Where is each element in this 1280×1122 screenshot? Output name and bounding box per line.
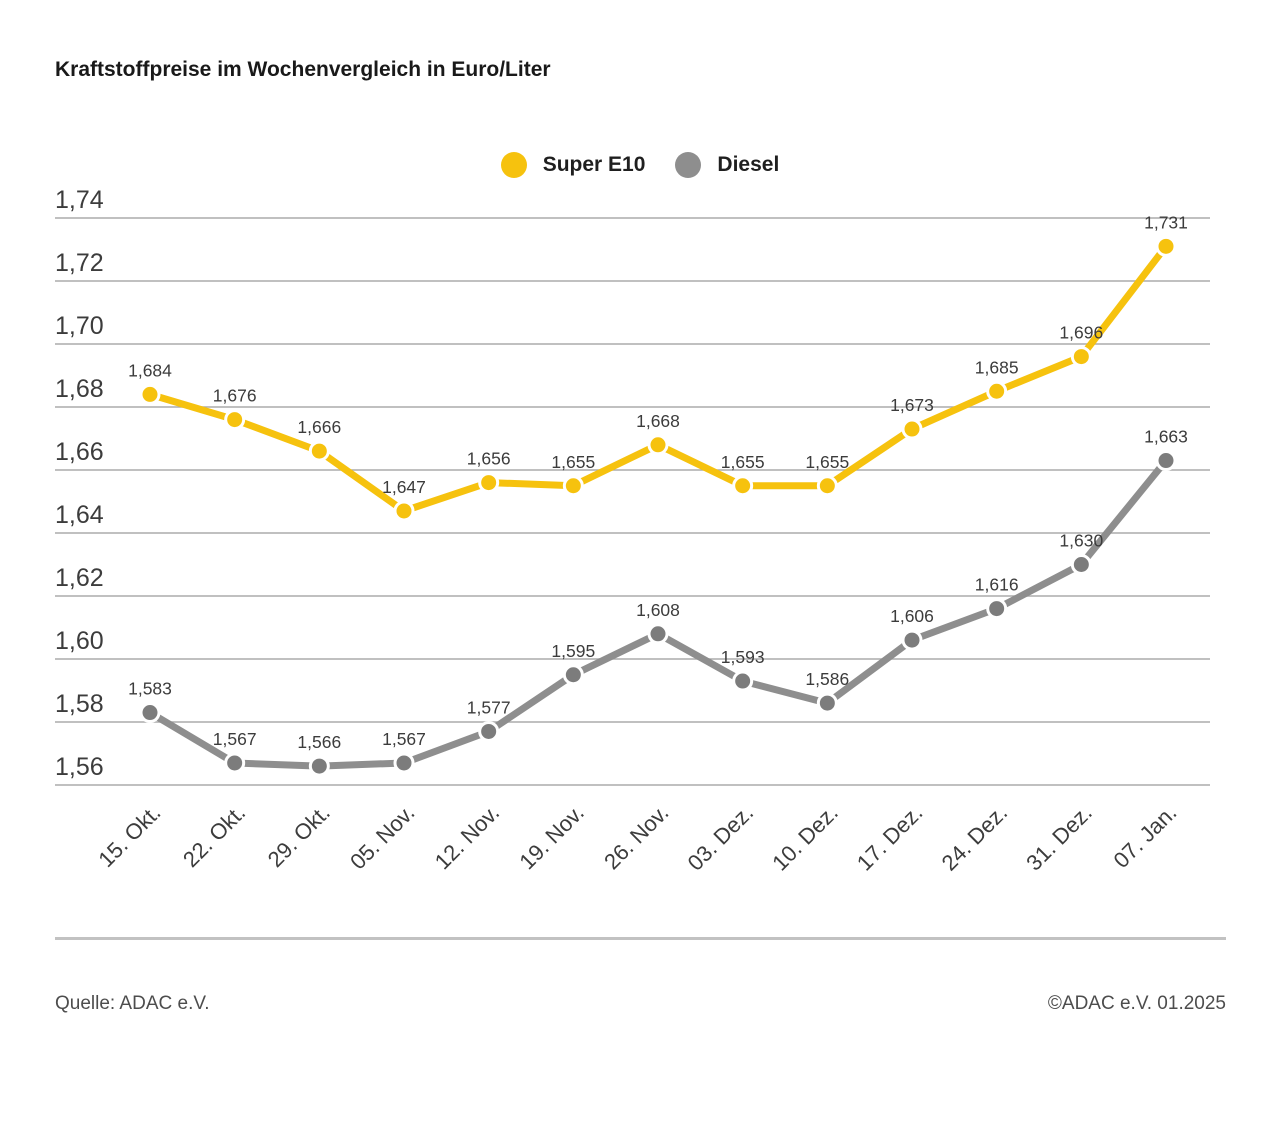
data-point-super-e10 [139,383,161,405]
point-label-diesel: 1,593 [721,647,765,667]
data-point-super-e10 [986,380,1008,402]
data-point-super-e10 [901,418,923,440]
point-label-diesel: 1,566 [297,732,341,752]
data-point-diesel [224,752,246,774]
x-tick-label: 05. Nov. [345,800,419,874]
data-point-diesel [1070,554,1092,575]
y-tick-label: 1,58 [55,690,104,718]
data-point-diesel [732,670,754,692]
data-point-diesel [393,752,415,774]
data-point-diesel [562,664,584,686]
point-label-super-e10: 1,673 [890,395,934,415]
x-tick-label: 19. Nov. [514,800,588,874]
legend-item-diesel: Diesel [675,152,779,178]
point-label-diesel: 1,663 [1144,427,1188,447]
x-tick-label: 10. Dez. [767,800,843,876]
point-label-super-e10: 1,685 [975,357,1019,377]
y-tick-label: 1,60 [55,627,104,655]
super-e10-dot-icon [500,152,527,178]
y-tick-label: 1,70 [55,312,104,340]
y-tick-label: 1,56 [55,753,104,781]
point-label-super-e10: 1,668 [636,411,680,431]
data-point-diesel [986,598,1008,620]
x-tick-label: 17. Dez. [852,800,928,876]
y-tick-label: 1,62 [55,564,104,592]
point-label-super-e10: 1,656 [467,449,511,469]
data-point-diesel [816,692,838,714]
x-tick-label: 31. Dez. [1021,800,1097,876]
point-label-super-e10: 1,684 [128,360,172,380]
data-point-super-e10 [1155,235,1177,257]
data-point-super-e10 [1070,346,1092,368]
point-label-super-e10: 1,655 [551,452,595,472]
x-tick-label: 24. Dez. [937,800,1013,876]
point-label-diesel: 1,608 [636,600,680,620]
x-tick-label: 07. Jan. [1109,800,1182,873]
chart-canvas: 1,56 1,58 1,60 1,62 1,64 1,66 1,68 1,70 1,72 1,74… [55,186,1210,876]
point-label-super-e10: 1,655 [721,452,765,472]
legend-item-super-e10: Super E10 [500,152,646,178]
data-point-super-e10 [562,475,584,497]
y-tick-label: 1,72 [55,249,104,277]
footer-copyright: ©ADAC e.V. 01.2025 [1047,993,1226,1014]
x-tick-label: 03. Dez. [683,800,759,876]
legend-label-diesel: Diesel [717,153,780,176]
point-label-diesel: 1,583 [128,679,172,699]
point-label-super-e10: 1,655 [805,452,849,472]
page-title: Kraftstoffpreise im Wochenvergleich in E… [55,58,551,81]
data-point-diesel [901,629,923,651]
footer-source: Quelle: ADAC e.V. [55,993,210,1014]
series-line-super-e10 [146,242,1170,515]
data-point-super-e10 [308,440,330,462]
y-tick-label: 1,74 [55,186,104,214]
data-point-super-e10 [732,475,754,497]
point-label-diesel: 1,567 [213,729,257,749]
data-point-diesel [478,720,500,742]
data-point-diesel [1155,450,1177,472]
point-label-diesel: 1,606 [890,606,934,626]
point-label-super-e10: 1,666 [297,417,341,437]
data-point-super-e10 [224,409,246,431]
data-point-diesel [647,623,669,645]
x-tick-label: 26. Nov. [599,800,673,874]
chart-legend: Super E10 Diesel [0,152,1280,178]
data-point-super-e10 [647,434,669,456]
data-point-super-e10 [816,475,838,497]
x-tick-label: 22. Okt. [178,800,250,872]
x-tick-label: 12. Nov. [430,800,504,874]
fuel-price-line-chart: 1,56 1,58 1,60 1,62 1,64 1,66 1,68 1,70 1,72 1,74… [55,186,1210,876]
data-point-diesel [139,702,161,724]
point-label-super-e10: 1,647 [382,477,426,497]
point-label-diesel: 1,595 [551,641,595,661]
point-label-diesel: 1,586 [805,669,849,689]
point-label-super-e10: 1,696 [1059,323,1103,343]
point-label-super-e10: 1,731 [1144,212,1188,232]
point-label-diesel: 1,577 [467,697,511,717]
diesel-dot-icon [675,152,702,178]
point-label-diesel: 1,616 [975,575,1019,595]
y-tick-label: 1,64 [55,501,104,529]
y-tick-label: 1,66 [55,438,104,466]
y-tick-label: 1,68 [55,375,104,403]
point-label-diesel: 1,567 [382,729,426,749]
footer-divider [55,937,1226,940]
point-label-diesel: 1,630 [1059,531,1103,551]
data-point-super-e10 [478,472,500,494]
legend-label-super-e10: Super E10 [542,153,646,176]
x-tick-label: 29. Okt. [263,800,335,872]
data-point-super-e10 [393,500,415,522]
data-point-diesel [308,755,330,777]
x-tick-label: 15. Okt. [93,800,165,872]
point-label-super-e10: 1,676 [213,386,257,406]
